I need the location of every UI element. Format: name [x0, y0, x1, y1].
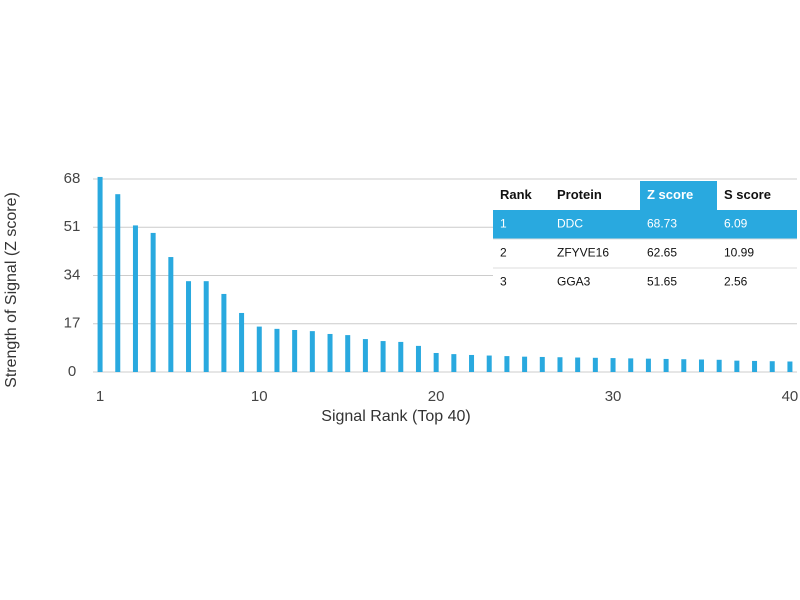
x-tick-label: 10 — [251, 388, 268, 405]
bar — [327, 333, 333, 372]
bar — [486, 355, 492, 372]
bar — [769, 361, 775, 372]
table-cell: DDC — [557, 217, 583, 231]
table-cell: ZFYVE16 — [557, 246, 609, 260]
table-header: S score — [724, 187, 771, 202]
bar — [610, 358, 616, 372]
bar — [716, 359, 722, 372]
bar — [274, 328, 280, 372]
bar — [451, 354, 457, 372]
bar — [256, 326, 262, 372]
bar — [645, 358, 651, 372]
bar — [698, 359, 704, 372]
table-header: Z score — [647, 187, 693, 202]
bar — [415, 345, 421, 372]
bar — [132, 225, 138, 372]
bar — [557, 357, 563, 372]
bar — [203, 281, 209, 372]
bar — [752, 360, 758, 372]
bar — [734, 360, 740, 372]
x-tick-label: 1 — [96, 388, 104, 405]
bar — [362, 339, 368, 372]
bar — [221, 293, 227, 372]
x-tick-label: 40 — [782, 388, 799, 405]
bar — [787, 361, 793, 372]
bar — [150, 232, 156, 372]
bar — [504, 356, 510, 372]
table-cell: GGA3 — [557, 275, 591, 289]
table-cell: 2.56 — [724, 275, 748, 289]
header-highlight — [640, 181, 717, 210]
bar — [469, 354, 475, 372]
table-cell: 68.73 — [647, 217, 677, 231]
y-tick-label: 34 — [64, 266, 81, 283]
bar — [663, 358, 669, 372]
bar — [115, 194, 121, 372]
table-header: Rank — [500, 187, 533, 202]
bar — [522, 356, 528, 372]
table-cell: 62.65 — [647, 246, 677, 260]
table-cell: 1 — [500, 217, 507, 231]
bar — [628, 358, 634, 372]
y-tick-label: 17 — [64, 315, 81, 332]
bar — [575, 357, 581, 372]
x-tick-label: 20 — [428, 388, 445, 405]
bar — [186, 281, 192, 372]
bar — [380, 341, 386, 372]
y-tick-label: 51 — [64, 218, 81, 235]
table-cell: 10.99 — [724, 246, 754, 260]
x-tick-label: 30 — [605, 388, 622, 405]
bar — [539, 356, 545, 372]
y-tick-label: 0 — [68, 363, 76, 380]
bar — [433, 352, 439, 372]
row-highlight — [493, 210, 797, 239]
y-axis-title: Strength of Signal (Z score) — [3, 192, 20, 388]
table-cell: 6.09 — [724, 217, 748, 231]
bar — [309, 331, 315, 372]
y-tick-label: 68 — [64, 170, 81, 187]
table-cell: 2 — [500, 246, 507, 260]
table-cell: 51.65 — [647, 275, 677, 289]
bar — [97, 176, 103, 372]
x-axis-title: Signal Rank (Top 40) — [321, 408, 470, 425]
bar — [345, 335, 351, 372]
bar — [398, 341, 404, 372]
bar — [592, 357, 598, 372]
bar — [168, 257, 174, 372]
bar — [681, 359, 687, 372]
table-cell: 3 — [500, 275, 507, 289]
bar — [292, 329, 298, 372]
table-header: Protein — [557, 187, 602, 202]
bar — [239, 312, 245, 372]
